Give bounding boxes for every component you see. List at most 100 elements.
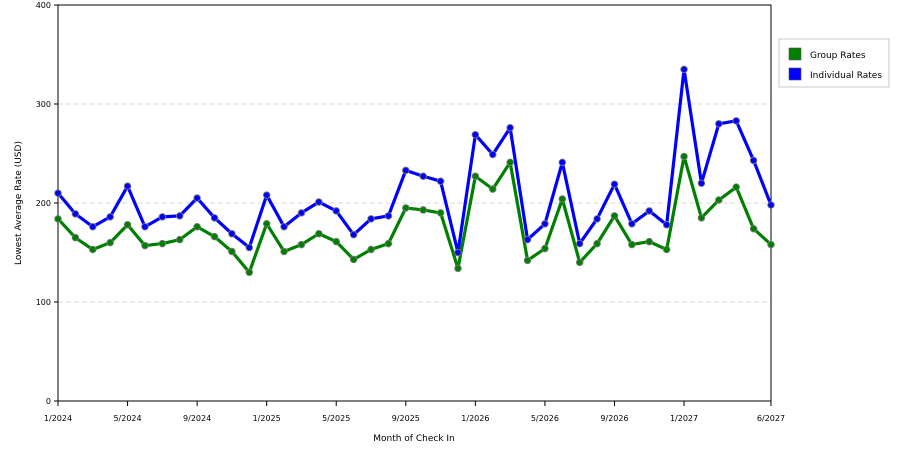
data-point (767, 240, 775, 249)
data-point (54, 189, 62, 197)
data-point (54, 215, 62, 223)
data-point (436, 209, 445, 217)
data-point (123, 221, 132, 229)
data-point (732, 117, 740, 125)
x-tick-label: 1/2024 (44, 414, 72, 423)
data-point (419, 172, 427, 181)
data-point (541, 244, 549, 253)
y-tick-label: 100 (36, 298, 51, 307)
data-point (71, 210, 80, 218)
data-point (384, 239, 393, 248)
legend-label: Individual Rates (810, 71, 882, 81)
data-point (680, 152, 688, 161)
legend-label: Group Rates (810, 51, 866, 61)
data-point (523, 235, 532, 244)
x-tick-label: 5/2026 (531, 414, 559, 423)
data-point (697, 214, 706, 222)
data-point (610, 180, 619, 188)
data-point (593, 239, 601, 248)
x-tick-label: 9/2024 (183, 414, 211, 423)
data-point (367, 245, 375, 254)
legend-swatch (788, 47, 802, 61)
data-point (523, 256, 532, 265)
data-point (175, 212, 184, 220)
y-tick-label: 0 (46, 397, 51, 406)
data-point (628, 240, 636, 249)
data-point (193, 194, 201, 202)
data-point (123, 182, 132, 190)
gridlines (58, 103, 771, 303)
data-point (715, 196, 723, 204)
x-tick-label: 1/2027 (670, 414, 698, 423)
data-point (749, 224, 758, 233)
data-point (332, 207, 340, 215)
data-point (262, 220, 271, 228)
data-point (106, 238, 114, 247)
x-tick-label: 9/2026 (600, 414, 628, 423)
y-tick-label: 200 (36, 199, 51, 208)
data-point (175, 235, 184, 244)
y-tick-label: 300 (36, 100, 51, 109)
data-point (141, 223, 149, 231)
x-tick-label: 9/2025 (392, 414, 420, 423)
data-point (210, 214, 219, 222)
data-point (749, 156, 758, 165)
data-point (697, 179, 706, 187)
data-point (662, 245, 671, 254)
data-point (489, 185, 497, 193)
y-axis-title: Lowest Average Rate (USD) (14, 141, 24, 265)
data-point (349, 230, 358, 239)
data-point (297, 209, 306, 217)
data-point (228, 229, 236, 238)
data-point (715, 120, 723, 128)
x-tick-label: 5/2025 (322, 414, 350, 423)
data-point (384, 212, 393, 220)
data-point (280, 223, 288, 231)
data-point (71, 233, 80, 242)
axes: 0 100 200 300 400 1/2024 5/2024 9/2024 1/2025 5/2… (36, 1, 785, 423)
data-point (315, 229, 323, 238)
data-point (593, 215, 601, 223)
data-point (610, 212, 619, 220)
data-point (402, 204, 410, 212)
data-point (506, 124, 514, 132)
data-point (210, 232, 219, 241)
data-point (158, 213, 167, 221)
data-point (454, 248, 462, 257)
data-point (558, 158, 567, 167)
data-point (558, 195, 567, 203)
data-point (349, 255, 358, 264)
data-point (575, 258, 584, 267)
data-point (245, 268, 254, 277)
data-point (315, 198, 323, 206)
data-point (489, 150, 497, 159)
data-point (541, 220, 549, 228)
data-point (732, 183, 740, 191)
data-point (141, 241, 149, 250)
x-tick-label: 1/2025 (253, 414, 281, 423)
x-tick-label: 6/2027 (757, 414, 785, 423)
data-point (262, 191, 271, 199)
data-point (367, 215, 375, 223)
data-point (436, 177, 445, 185)
data-point (89, 223, 97, 231)
legend: Group Rates Individual Rates (778, 38, 890, 88)
data-point (89, 245, 97, 254)
data-point (280, 247, 288, 256)
data-point (575, 239, 584, 248)
data-point (106, 213, 114, 221)
data-point (645, 207, 654, 215)
data-point (645, 237, 654, 246)
legend-swatch (788, 67, 802, 81)
data-point (628, 220, 636, 228)
x-tick-label: 1/2026 (461, 414, 489, 423)
data-point (193, 223, 201, 231)
data-point (297, 240, 306, 249)
data-point (680, 65, 688, 74)
data-point (419, 206, 427, 214)
data-point (245, 243, 254, 252)
data-point (454, 264, 462, 273)
data-point (767, 201, 775, 209)
